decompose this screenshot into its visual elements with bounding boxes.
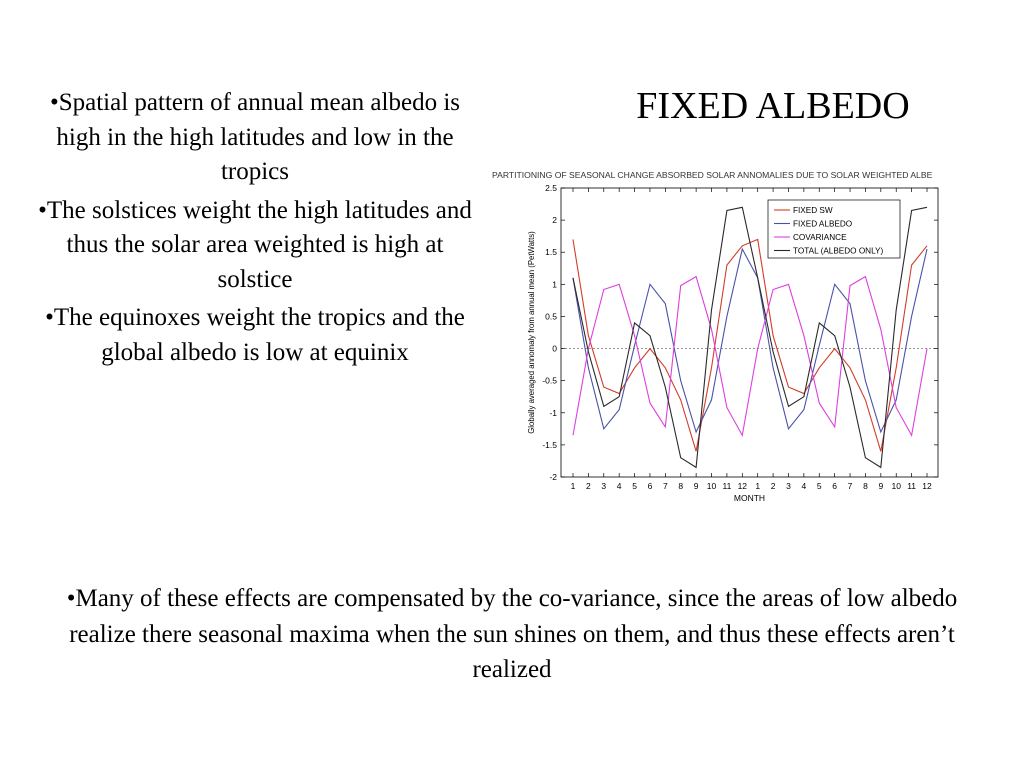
bullet-2: •The solstices weight the high latitudes… xyxy=(38,196,472,293)
x-tick-label: 8 xyxy=(678,481,683,491)
y-axis-label: Globally averaged annomaly from annual m… xyxy=(527,231,536,434)
line-chart: PARTITIONING OF SEASONAL CHANGE ABSORBED… xyxy=(492,170,939,503)
y-tick-label: 1.5 xyxy=(545,247,557,257)
legend-entry-1: FIXED SW xyxy=(793,206,833,215)
x-tick-label: 12 xyxy=(922,481,932,491)
x-tick-label: 9 xyxy=(694,481,699,491)
y-tick-label: -2 xyxy=(549,472,557,482)
x-tick-label: 1 xyxy=(571,481,576,491)
series-line-4 xyxy=(572,206,928,469)
y-tick-label: -0.5 xyxy=(542,376,557,386)
y-tick-label: 2 xyxy=(552,215,557,225)
legend-entry-2: FIXED ALBEDO xyxy=(793,220,852,229)
legend-entry-3: COVARIANCE xyxy=(793,233,847,242)
x-tick-label: 6 xyxy=(832,481,837,491)
y-tick-label: -1 xyxy=(549,408,557,418)
series-line-1 xyxy=(572,238,928,452)
y-tick-label: 0.5 xyxy=(545,311,557,321)
chart-title: PARTITIONING OF SEASONAL CHANGE ABSORBED… xyxy=(492,170,933,180)
x-tick-label: 11 xyxy=(722,481,731,491)
slide-title: FIXED ALBEDO xyxy=(636,85,910,127)
x-tick-label: 11 xyxy=(907,481,916,491)
x-tick-label: 10 xyxy=(707,481,717,491)
y-tick-label: 1 xyxy=(552,279,557,289)
y-tick-label: 0 xyxy=(552,344,557,354)
x-axis-label: MONTH xyxy=(734,493,765,503)
x-tick-label: 3 xyxy=(786,481,791,491)
x-tick-label: 9 xyxy=(878,481,883,491)
x-tick-label: 4 xyxy=(617,481,622,491)
bullet-list: •Spatial pattern of annual mean albedo i… xyxy=(34,86,476,374)
x-tick-label: 8 xyxy=(863,481,868,491)
legend-entry-4: TOTAL (ALBEDO ONLY) xyxy=(793,247,884,256)
bullet-1: •Spatial pattern of annual mean albedo i… xyxy=(49,89,460,185)
x-tick-label: 5 xyxy=(817,481,822,491)
series-line-3 xyxy=(572,275,928,437)
x-tick-label: 12 xyxy=(738,481,748,491)
bullet-3: •The equinoxes weight the tropics and th… xyxy=(45,304,465,366)
x-tick-label: 1 xyxy=(755,481,760,491)
plot-frame xyxy=(560,187,939,478)
x-tick-label: 2 xyxy=(771,481,776,491)
x-tick-label: 3 xyxy=(601,481,606,491)
footer-bullet: •Many of these effects are compensated b… xyxy=(66,585,958,683)
y-tick-label: -1.5 xyxy=(542,440,557,450)
y-tick-label: 2.5 xyxy=(545,183,557,193)
x-tick-label: 2 xyxy=(586,481,591,491)
x-tick-label: 7 xyxy=(663,481,668,491)
x-tick-label: 4 xyxy=(802,481,807,491)
x-tick-label: 5 xyxy=(632,481,637,491)
x-tick-label: 10 xyxy=(891,481,901,491)
series-line-2 xyxy=(572,247,928,434)
x-tick-label: 7 xyxy=(848,481,853,491)
x-tick-label: 6 xyxy=(648,481,653,491)
